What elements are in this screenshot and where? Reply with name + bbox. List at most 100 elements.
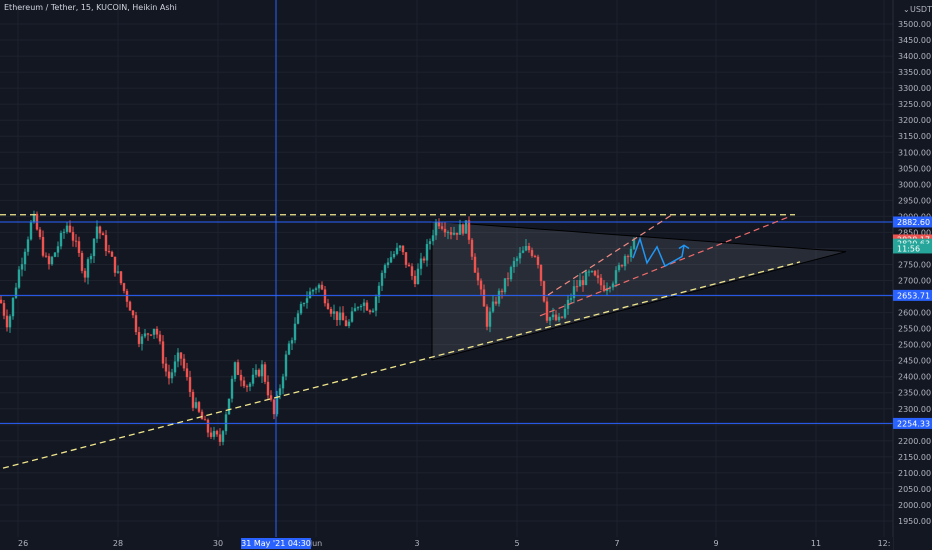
candle-body — [455, 232, 459, 235]
channel-upper-line[interactable] — [547, 214, 673, 296]
candle-body — [86, 259, 90, 278]
time-tick-label: 3 — [414, 539, 419, 548]
candle-body — [380, 272, 384, 286]
candle-body — [572, 286, 576, 299]
price-axis[interactable] — [893, 0, 932, 550]
candle-body — [41, 237, 45, 256]
candle-body — [287, 343, 291, 355]
candle-body — [395, 247, 399, 254]
time-tick-label: 5 — [514, 539, 519, 548]
candle-body — [359, 305, 363, 308]
candle-body — [389, 257, 393, 263]
candle-body — [584, 271, 588, 286]
candle-body — [59, 232, 63, 247]
currency-icon: ⌄ — [903, 5, 910, 14]
candle-body — [434, 221, 438, 236]
candle-body — [371, 310, 375, 313]
projection-path[interactable] — [632, 236, 685, 268]
candle-body — [407, 264, 411, 267]
candle-body — [569, 298, 573, 300]
candle-body — [302, 302, 306, 305]
candle-body — [479, 280, 483, 290]
candle-body — [116, 271, 120, 273]
candle-body — [632, 238, 636, 249]
candle-body — [185, 368, 189, 378]
candle-body — [215, 431, 219, 435]
candle-body — [440, 226, 444, 229]
candle-body — [17, 269, 21, 288]
price-tick-label: 3000.00 — [898, 180, 931, 189]
candle-body — [587, 271, 591, 273]
currency-label: USDT — [910, 5, 932, 14]
candle-body — [425, 244, 429, 261]
candle-body — [101, 233, 105, 236]
price-tick-label: 2700.00 — [898, 277, 931, 286]
currency-tag[interactable] — [904, 4, 930, 15]
candle-body — [212, 431, 216, 437]
price-tick-label: 3050.00 — [898, 164, 931, 173]
candle-body — [500, 290, 504, 293]
candle-body — [377, 285, 381, 297]
candle-body — [293, 323, 297, 341]
candle-body — [227, 398, 231, 415]
level-tag-label: 2653.71 — [897, 291, 930, 300]
chart-title: Ethereum / Tether, 15, KUCOIN, Heikin As… — [4, 3, 177, 12]
candle-body — [200, 411, 204, 420]
candle-body — [593, 270, 597, 276]
candle-body — [218, 434, 222, 442]
candle-body — [335, 311, 339, 321]
candle-body — [617, 265, 621, 271]
candle-body — [368, 310, 372, 313]
candle-body — [221, 431, 225, 442]
candle-body — [92, 238, 96, 257]
candle-body — [62, 231, 66, 233]
price-tick-label: 2950.00 — [898, 196, 931, 205]
candle-body — [443, 228, 447, 233]
candle-body — [71, 232, 75, 241]
candle-body — [332, 311, 336, 314]
candle-body — [122, 283, 126, 291]
candle-body — [5, 315, 9, 328]
candle-body — [47, 256, 51, 265]
time-tick-label: 9 — [713, 539, 718, 548]
candle-body — [545, 301, 549, 321]
time-axis[interactable] — [0, 537, 893, 550]
candle-body — [383, 265, 387, 273]
price-tick-label: 3350.00 — [898, 68, 931, 77]
candle-body — [320, 284, 324, 290]
level-tag-label: 2254.33 — [897, 419, 930, 428]
level-tag — [893, 216, 932, 228]
candle-body — [614, 270, 618, 284]
candle-body — [341, 312, 345, 321]
support-trend-line[interactable] — [2, 261, 801, 469]
candle-body — [626, 256, 630, 258]
candle-body — [563, 308, 567, 318]
candle-body — [296, 313, 300, 324]
candle-body — [143, 333, 147, 337]
candle-body — [8, 316, 12, 328]
candle-body — [431, 235, 435, 242]
candle-body — [251, 374, 255, 384]
candle-body — [269, 395, 273, 400]
candle-body — [473, 256, 477, 273]
candle-body — [530, 250, 534, 256]
candle-body — [524, 246, 528, 251]
candle-body — [497, 290, 501, 304]
candle-body — [419, 258, 423, 269]
candle-body — [503, 278, 507, 293]
candle-body — [476, 272, 480, 281]
candle-body — [305, 298, 309, 303]
candle-body — [401, 245, 405, 253]
candle-body — [50, 256, 54, 265]
level-tag-label: 2882.60 — [897, 218, 930, 227]
candle-body — [485, 306, 489, 327]
candle-body — [233, 362, 237, 379]
candle-body — [422, 258, 426, 261]
candle-body — [458, 224, 462, 235]
time-axis-ticks: 26 28 30 Jun 3 5 7 9 11 12: — [18, 539, 890, 548]
candle-body — [578, 280, 582, 287]
candle-body — [80, 252, 84, 271]
